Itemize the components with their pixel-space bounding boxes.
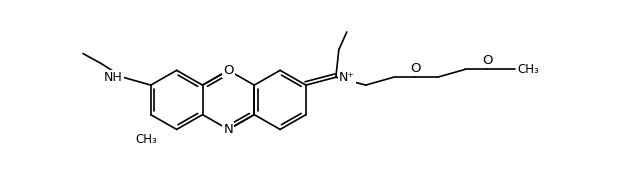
Text: CH₃: CH₃ (135, 133, 157, 146)
Text: O: O (482, 54, 493, 67)
Text: O: O (410, 62, 421, 75)
Text: N⁺: N⁺ (339, 71, 355, 84)
Text: NH: NH (104, 71, 123, 84)
Text: CH₃: CH₃ (517, 63, 539, 76)
Text: N: N (223, 123, 233, 136)
Text: O: O (223, 64, 233, 77)
